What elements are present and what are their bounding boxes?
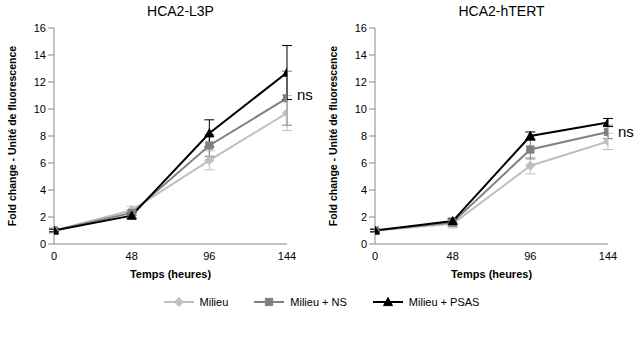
svg-text:0: 0 <box>40 238 46 250</box>
svg-text:144: 144 <box>278 250 296 262</box>
svg-text:10: 10 <box>34 103 46 115</box>
svg-text:14: 14 <box>34 49 46 61</box>
svg-text:10: 10 <box>355 103 367 115</box>
svg-text:12: 12 <box>355 76 367 88</box>
svg-text:Temps (heures): Temps (heures) <box>130 268 211 280</box>
html-text:Milieu: Milieu <box>199 296 229 308</box>
html-text:HCA2-L3P: HCA2-L3P <box>147 3 214 19</box>
html-text:HCA2-hTERT: HCA2-hTERT <box>458 3 545 19</box>
svg-text:Temps (heures): Temps (heures) <box>451 268 532 280</box>
svg-text:8: 8 <box>361 130 367 142</box>
svg-text:16: 16 <box>355 22 367 34</box>
svg-text:0: 0 <box>361 238 367 250</box>
svg-text:48: 48 <box>447 250 459 262</box>
svg-text:6: 6 <box>40 157 46 169</box>
svg-text:4: 4 <box>40 184 46 196</box>
svg-text:48: 48 <box>126 250 138 262</box>
svg-text:8: 8 <box>40 130 46 142</box>
svg-text:96: 96 <box>203 250 215 262</box>
svg-text:14: 14 <box>355 49 367 61</box>
svg-text:144: 144 <box>599 250 617 262</box>
svg-text:96: 96 <box>524 250 536 262</box>
svg-text:ns: ns <box>297 86 313 103</box>
html-text:Milieu + NS: Milieu + NS <box>290 296 347 308</box>
svg-text:16: 16 <box>34 22 46 34</box>
html-text:Milieu + PSAS: Milieu + PSAS <box>408 296 480 308</box>
svg-text:2: 2 <box>40 211 46 223</box>
svg-text:ns: ns <box>618 123 634 140</box>
svg-text:2: 2 <box>361 211 367 223</box>
svg-text:Fold change - Unité de fluores: Fold change - Unité de fluorescence <box>327 46 339 226</box>
svg-text:6: 6 <box>361 157 367 169</box>
svg-text:0: 0 <box>372 250 378 262</box>
svg-text:12: 12 <box>34 76 46 88</box>
svg-text:Fold change - Unité de fluores: Fold change - Unité de fluorescence <box>8 46 18 226</box>
svg-text:4: 4 <box>361 184 367 196</box>
svg-text:0: 0 <box>51 250 57 262</box>
